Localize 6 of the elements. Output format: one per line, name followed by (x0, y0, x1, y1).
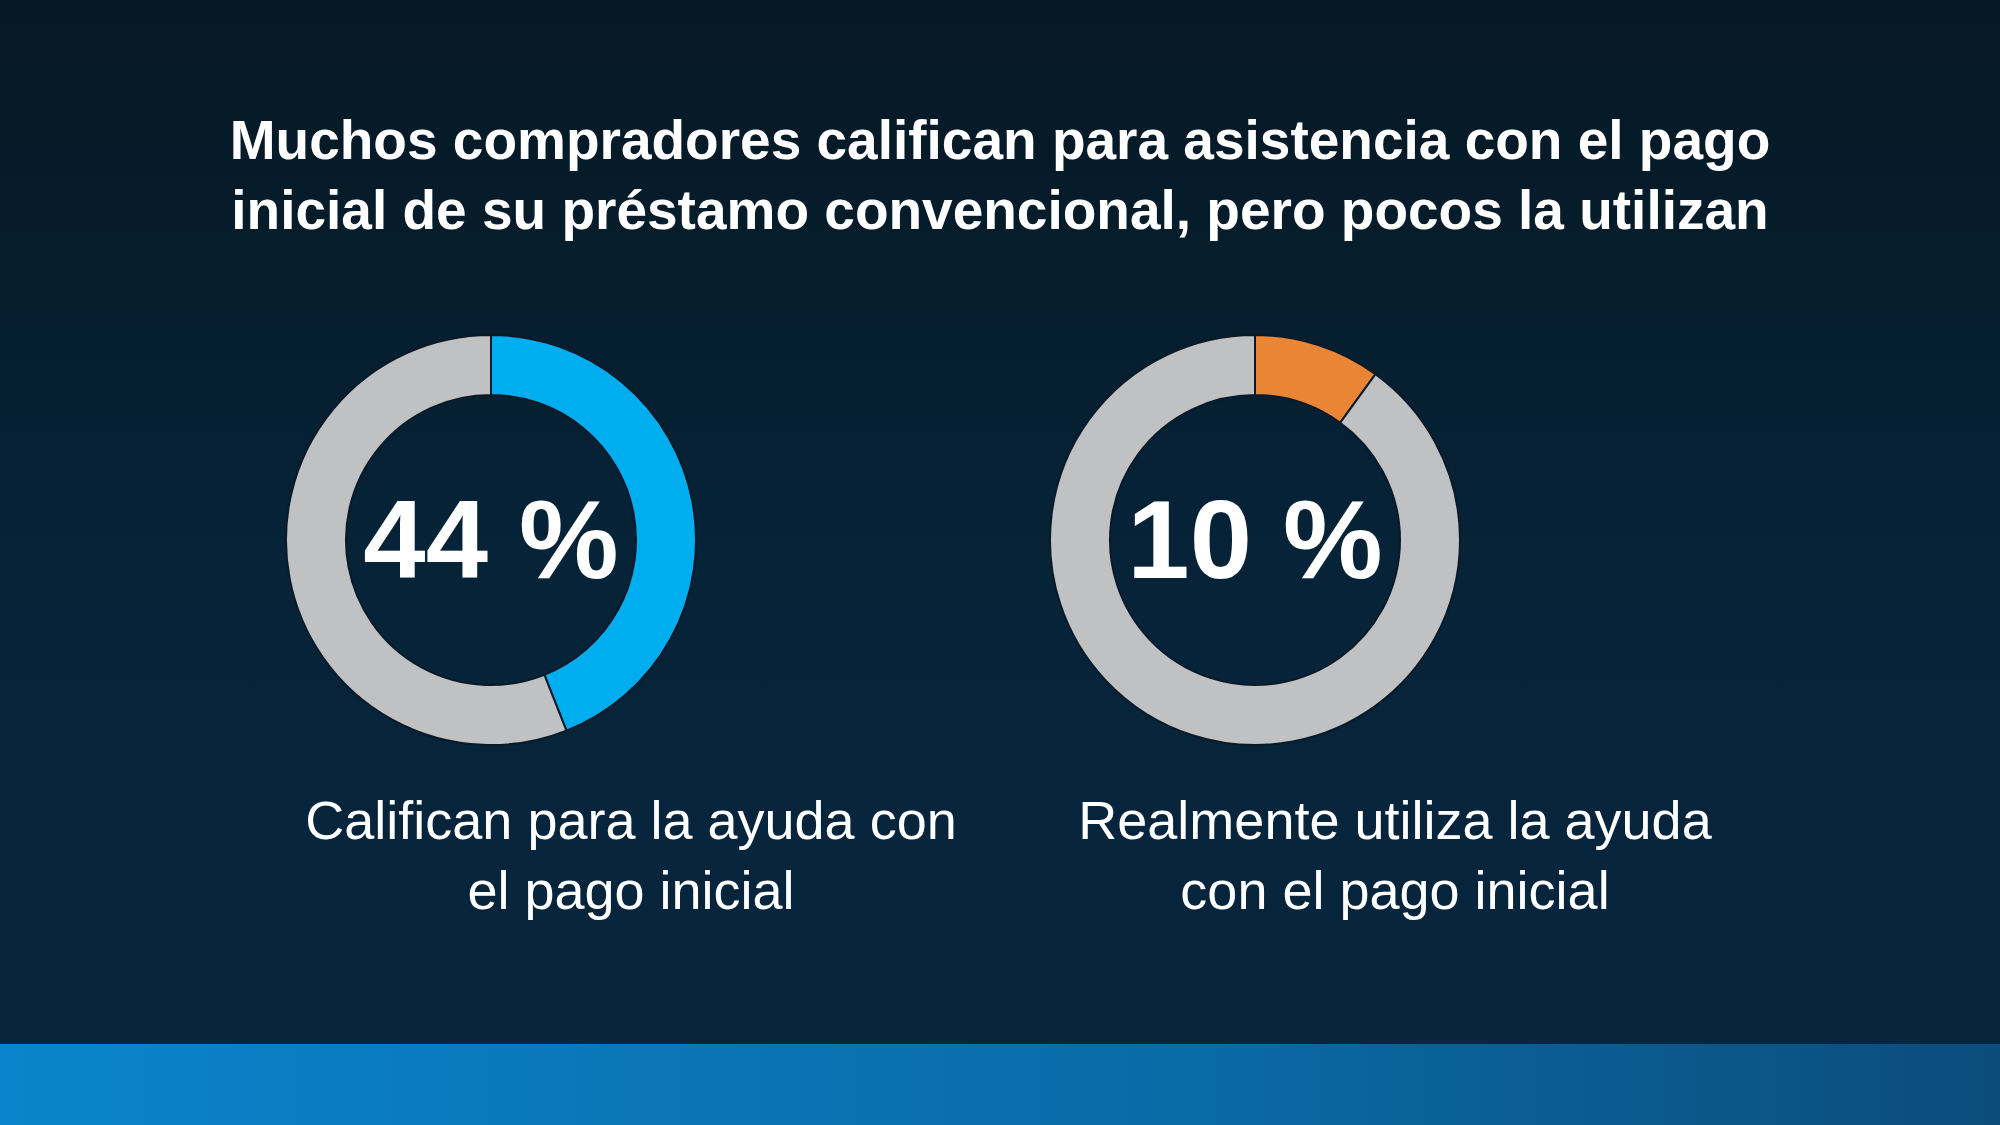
text: Realmente utiliza la ayuda con el pago inicial (1077, 789, 1713, 922)
text: Muchos compradores califican para asistencia con el pago inicial de su préstamo convencional, pero pocos la utilizan (228, 108, 1772, 243)
data-label: 44 % (363, 477, 619, 602)
data-label: 10 % (1127, 477, 1383, 602)
donut-slice (1049, 334, 1461, 746)
text: Califican para la ayuda con el pago inicial (304, 789, 958, 922)
